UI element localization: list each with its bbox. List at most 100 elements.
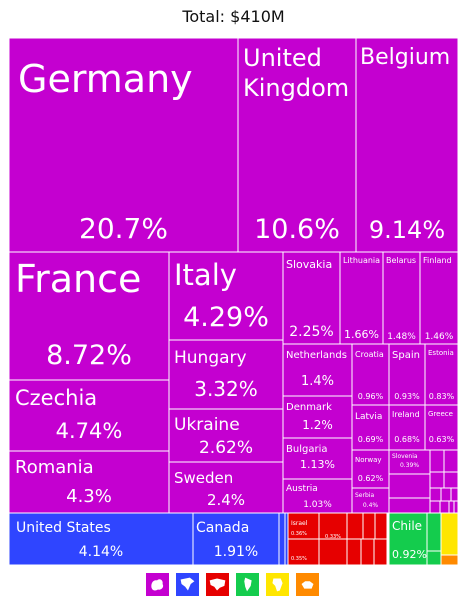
- treemap-tile-tile-56[interactable]: [426, 550, 442, 566]
- treemap-tile-latvia[interactable]: [351, 404, 390, 451]
- tile-label-ireland: Ireland: [392, 410, 420, 419]
- treemap-tile-tile-49[interactable]: [362, 512, 376, 540]
- treemap-tile-spain[interactable]: [388, 343, 426, 406]
- treemap-tile-austria[interactable]: [282, 478, 353, 514]
- tile-share-chile: 0.92%: [392, 548, 427, 561]
- tile-label-latvia: Latvia: [355, 412, 382, 422]
- treemap-tile-israel[interactable]: [287, 512, 320, 540]
- treemap-tile-tile-37[interactable]: [439, 500, 450, 514]
- treemap-tile-greece[interactable]: [424, 404, 459, 451]
- tile-share-france: 8.72%: [46, 340, 132, 371]
- treemap-tile-tile-42[interactable]: [278, 512, 286, 566]
- treemap-tile-belarus[interactable]: [382, 251, 421, 345]
- treemap-tile-tile-39[interactable]: [453, 500, 459, 514]
- treemap-tile-canada[interactable]: [192, 512, 280, 566]
- tile-label-finland: Finland: [423, 256, 452, 265]
- tile-share-bulgaria: 1.13%: [300, 458, 335, 471]
- tile-label-lithuania: Lithuania: [343, 256, 380, 265]
- oceania-icon: [301, 581, 314, 589]
- tile-label-belarus: Belarus: [386, 256, 416, 265]
- treemap-tile-tile-28[interactable]: [388, 497, 431, 514]
- tile-share-ireland: 0.68%: [394, 435, 420, 444]
- tile-share-latvia: 0.69%: [358, 435, 384, 444]
- treemap-tile-czechia[interactable]: [8, 379, 170, 452]
- treemap-tile-slovakia[interactable]: [282, 251, 341, 345]
- treemap-tile-tile-36[interactable]: [429, 500, 441, 514]
- treemap-tile-tile-53[interactable]: [373, 538, 388, 566]
- treemap-tile-serbia[interactable]: [351, 487, 390, 514]
- treemap-tile-tile-35[interactable]: [450, 487, 459, 502]
- tile-share-czechia: 4.74%: [56, 419, 123, 443]
- tile-share-norway: 0.62%: [358, 474, 384, 483]
- treemap-tile-ukraine[interactable]: [168, 408, 284, 463]
- treemap-tile-tile-33[interactable]: [429, 487, 442, 502]
- tile-share-slovenia: 0.39%: [400, 462, 419, 469]
- legend-asia[interactable]: [205, 572, 230, 597]
- treemap-tile-tile-27[interactable]: [388, 473, 431, 499]
- tile-label-germany: Germany: [18, 57, 193, 101]
- treemap-tile-tile-30[interactable]: [443, 449, 459, 473]
- tile-label-greece: Greece: [428, 410, 453, 418]
- treemap-tile-chile[interactable]: [388, 512, 428, 566]
- treemap-tile-tile-32[interactable]: [443, 471, 459, 489]
- tile-share-tile-46: 0.35%: [291, 556, 307, 562]
- tile-label-hungary: Hungary: [174, 348, 247, 368]
- treemap-tile-tile-50[interactable]: [374, 512, 388, 540]
- treemap-tile-tile-58[interactable]: [440, 554, 459, 566]
- treemap-tile-tile-38[interactable]: [448, 500, 455, 514]
- tile-share-lithuania: 1.66%: [344, 328, 379, 341]
- treemap-tile-france[interactable]: [8, 251, 170, 381]
- treemap-tile-croatia[interactable]: [351, 343, 390, 406]
- tile-label-austria: Austria: [286, 484, 318, 494]
- africa-icon: [272, 578, 283, 592]
- legend-europe[interactable]: [145, 572, 170, 597]
- treemap-tile-lithuania[interactable]: [339, 251, 384, 345]
- treemap-tile-tile-48[interactable]: [346, 512, 364, 540]
- treemap-tile-tile-51[interactable]: [346, 538, 362, 566]
- treemap-tile-belgium[interactable]: [355, 37, 459, 253]
- tile-share-netherlands: 1.4%: [301, 374, 334, 389]
- treemap-tile-tile-46[interactable]: [287, 538, 320, 566]
- legend-south-america[interactable]: [235, 572, 260, 597]
- tile-label-estonia: Estonia: [428, 349, 454, 357]
- treemap-tile-tile-29[interactable]: [429, 449, 445, 473]
- treemap-tile-tile-52[interactable]: [360, 538, 375, 566]
- treemap-tile-tile-34[interactable]: [440, 487, 452, 502]
- south-america-icon: [244, 577, 252, 592]
- tile-label-chile: Chile: [392, 519, 422, 533]
- tile-share-estonia: 0.83%: [429, 392, 455, 401]
- tile-label-norway: Norway: [355, 456, 382, 464]
- tile-share-serbia: 0.4%: [363, 502, 379, 509]
- tile-label-spain: Spain: [392, 350, 420, 361]
- tile-share-romania: 4.3%: [66, 486, 112, 507]
- tile-share-sweden: 2.4%: [207, 491, 245, 509]
- tile-label-sweden: Sweden: [174, 469, 233, 487]
- treemap-tile-tile-31[interactable]: [429, 471, 445, 489]
- legend-oceania[interactable]: [295, 572, 320, 597]
- tile-label-canada: Canada: [196, 520, 249, 536]
- legend-africa[interactable]: [265, 572, 290, 597]
- legend-north-america[interactable]: [175, 572, 200, 597]
- treemap-tile-tile-47[interactable]: [318, 538, 348, 566]
- treemap-tile-hungary[interactable]: [168, 339, 284, 410]
- treemap-tile-ireland[interactable]: [388, 404, 426, 451]
- tile-label-croatia: Croatia: [355, 350, 384, 359]
- tile-label-netherlands: Netherlands: [286, 350, 347, 361]
- tile-label-belgium: Belgium: [360, 45, 450, 70]
- treemap-tile-tile-55[interactable]: [426, 512, 442, 552]
- treemap-tile-tile-57[interactable]: [440, 512, 459, 556]
- europe-icon: [151, 579, 164, 591]
- tile-share-belgium: 9.14%: [369, 216, 445, 244]
- tile-share-united-kingdom: 10.6%: [254, 214, 340, 245]
- tile-label-united-states: United States: [16, 520, 111, 536]
- treemap-tile-netherlands[interactable]: [282, 343, 353, 397]
- treemap-tile-tile-45[interactable]: [318, 512, 348, 540]
- tile-share-tile-45: 0.33%: [325, 534, 341, 540]
- treemap-tile-finland[interactable]: [419, 251, 459, 345]
- treemap-tile-romania[interactable]: [8, 450, 170, 514]
- tile-share-finland: 1.46%: [425, 332, 454, 342]
- chart-title: Total: $410M: [182, 7, 285, 26]
- treemap-tile-estonia[interactable]: [424, 343, 459, 406]
- tile-label-united-kingdom: United: [243, 44, 322, 72]
- tile-share-spain: 0.93%: [394, 392, 420, 401]
